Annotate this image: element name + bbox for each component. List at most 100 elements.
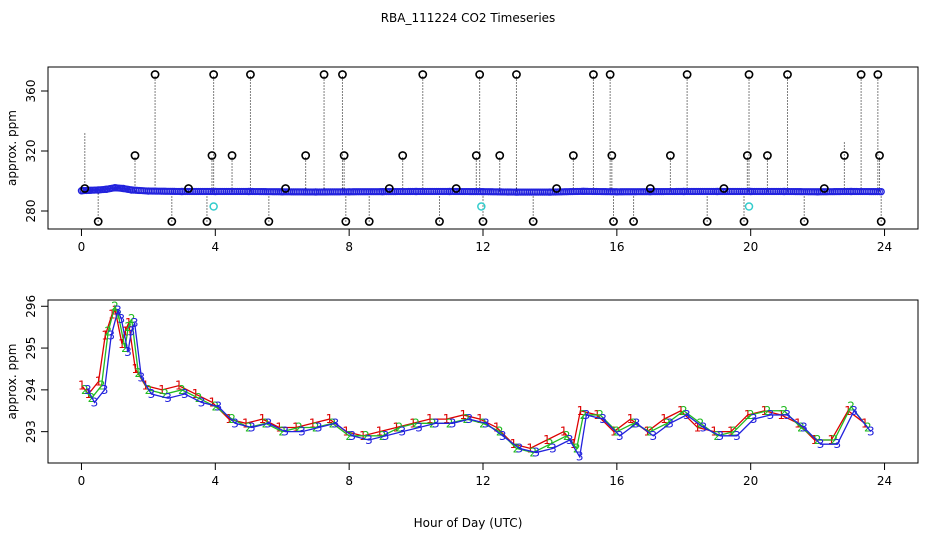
outlier-point — [856, 70, 866, 79]
outlier-point — [629, 217, 638, 226]
outlier-point — [207, 151, 217, 160]
outlier-point — [246, 70, 255, 79]
outlier-point — [471, 151, 481, 160]
outlier-point — [264, 217, 274, 226]
series-marker-2: 2 — [663, 416, 671, 430]
series-marker-1: 1 — [459, 408, 467, 422]
outlier-point — [744, 70, 754, 79]
series-marker-3: 3 — [532, 446, 540, 460]
y-axis-label: approx. ppm — [5, 344, 19, 420]
series-marker-2: 2 — [362, 429, 370, 443]
y-axis-label: approx. ppm — [5, 110, 19, 186]
x-tick-label: 24 — [877, 240, 892, 254]
outlier-point — [873, 70, 883, 79]
series-marker-2: 2 — [764, 404, 772, 418]
series-marker-3: 3 — [767, 408, 775, 422]
series-marker-3: 3 — [432, 416, 440, 430]
series-marker-2: 2 — [124, 320, 132, 334]
series-marker-2: 2 — [104, 324, 112, 338]
series-marker-3: 3 — [198, 395, 206, 409]
series-marker-3: 3 — [107, 329, 115, 343]
series-marker-1: 1 — [577, 404, 585, 418]
series-marker-2: 2 — [496, 425, 504, 439]
co2-point — [875, 188, 883, 196]
series-marker-2: 2 — [580, 408, 588, 422]
series-marker-3: 3 — [348, 429, 356, 443]
series-marker-2: 2 — [713, 429, 721, 443]
series-marker-2: 2 — [178, 383, 186, 397]
outlier-point — [341, 217, 351, 226]
series-marker-2: 2 — [563, 429, 571, 443]
series-marker-2: 2 — [161, 387, 169, 401]
series-marker-2: 2 — [412, 416, 420, 430]
outlier-point — [645, 184, 655, 193]
series-marker-3: 3 — [817, 437, 825, 451]
series-marker-2: 2 — [295, 420, 303, 434]
series-marker-2: 2 — [646, 425, 654, 439]
outlier-point — [512, 70, 521, 79]
series-marker-3: 3 — [114, 303, 122, 317]
series-marker-3: 3 — [750, 412, 758, 426]
outlier-point — [568, 151, 578, 160]
series-marker-1: 1 — [132, 362, 140, 376]
outlier-point — [93, 217, 103, 226]
series-marker-2: 2 — [396, 420, 404, 434]
series-marker-1: 1 — [309, 416, 317, 430]
top-panel: 0 4 8 12 16 20 24 280 320 360 approx. ppm — [5, 66, 919, 254]
outlier-point — [719, 184, 729, 193]
series-marker-3: 3 — [84, 383, 92, 397]
outlier-point — [451, 184, 461, 193]
series-marker-3: 3 — [449, 416, 457, 430]
series-marker-1: 1 — [710, 425, 718, 439]
x-tick-label: 16 — [609, 474, 624, 488]
series-marker-2: 2 — [195, 391, 203, 405]
series-marker-1: 1 — [426, 412, 434, 426]
outlier-point — [475, 70, 485, 79]
series-marker-1: 1 — [259, 412, 267, 426]
outlier-point — [609, 217, 618, 226]
series-marker-1: 1 — [727, 425, 735, 439]
series-marker-2: 2 — [747, 408, 755, 422]
outlier-point — [589, 70, 598, 79]
series-marker-2: 2 — [847, 400, 855, 414]
co2-point — [118, 184, 126, 192]
series-marker-3: 3 — [248, 420, 256, 434]
series-marker-1: 1 — [660, 412, 668, 426]
series-marker-1: 1 — [118, 337, 126, 351]
series-marker-1: 1 — [476, 412, 484, 426]
series-marker-1: 1 — [326, 412, 334, 426]
x-tick-label: 0 — [78, 240, 86, 254]
series-marker-1: 1 — [543, 433, 551, 447]
series-marker-3: 3 — [683, 408, 691, 422]
outlier-point — [418, 70, 428, 79]
x-tick-label: 12 — [475, 240, 490, 254]
series-marker-2: 2 — [81, 383, 89, 397]
x-tick-label: 8 — [345, 240, 353, 254]
series-marker-3: 3 — [783, 408, 791, 422]
outlier-point — [763, 151, 772, 160]
series-marker-2: 2 — [596, 408, 604, 422]
series-line-1 — [81, 308, 866, 450]
series-marker-2: 2 — [780, 404, 788, 418]
series-marker-3: 3 — [599, 412, 607, 426]
x-tick-label: 0 — [78, 474, 86, 488]
series-marker-1: 1 — [811, 433, 819, 447]
series-marker-1: 1 — [125, 316, 133, 330]
series-marker-3: 3 — [382, 429, 390, 443]
outlier-point — [338, 70, 347, 79]
outlier-point — [150, 70, 160, 79]
y-tick-label: 280 — [24, 200, 38, 223]
series-marker-2: 2 — [697, 416, 705, 430]
series-marker-3: 3 — [265, 416, 273, 430]
series-marker-1: 1 — [192, 387, 200, 401]
series-marker-3: 3 — [834, 437, 842, 451]
x-tick-label: 16 — [609, 240, 624, 254]
series-marker-3: 3 — [164, 391, 172, 405]
series-marker-3: 3 — [733, 429, 741, 443]
outlier-point — [742, 151, 752, 160]
x-tick-label: 12 — [475, 474, 490, 488]
series-marker-1: 1 — [275, 420, 283, 434]
co2-point — [101, 185, 109, 193]
series-marker-2: 2 — [312, 420, 320, 434]
